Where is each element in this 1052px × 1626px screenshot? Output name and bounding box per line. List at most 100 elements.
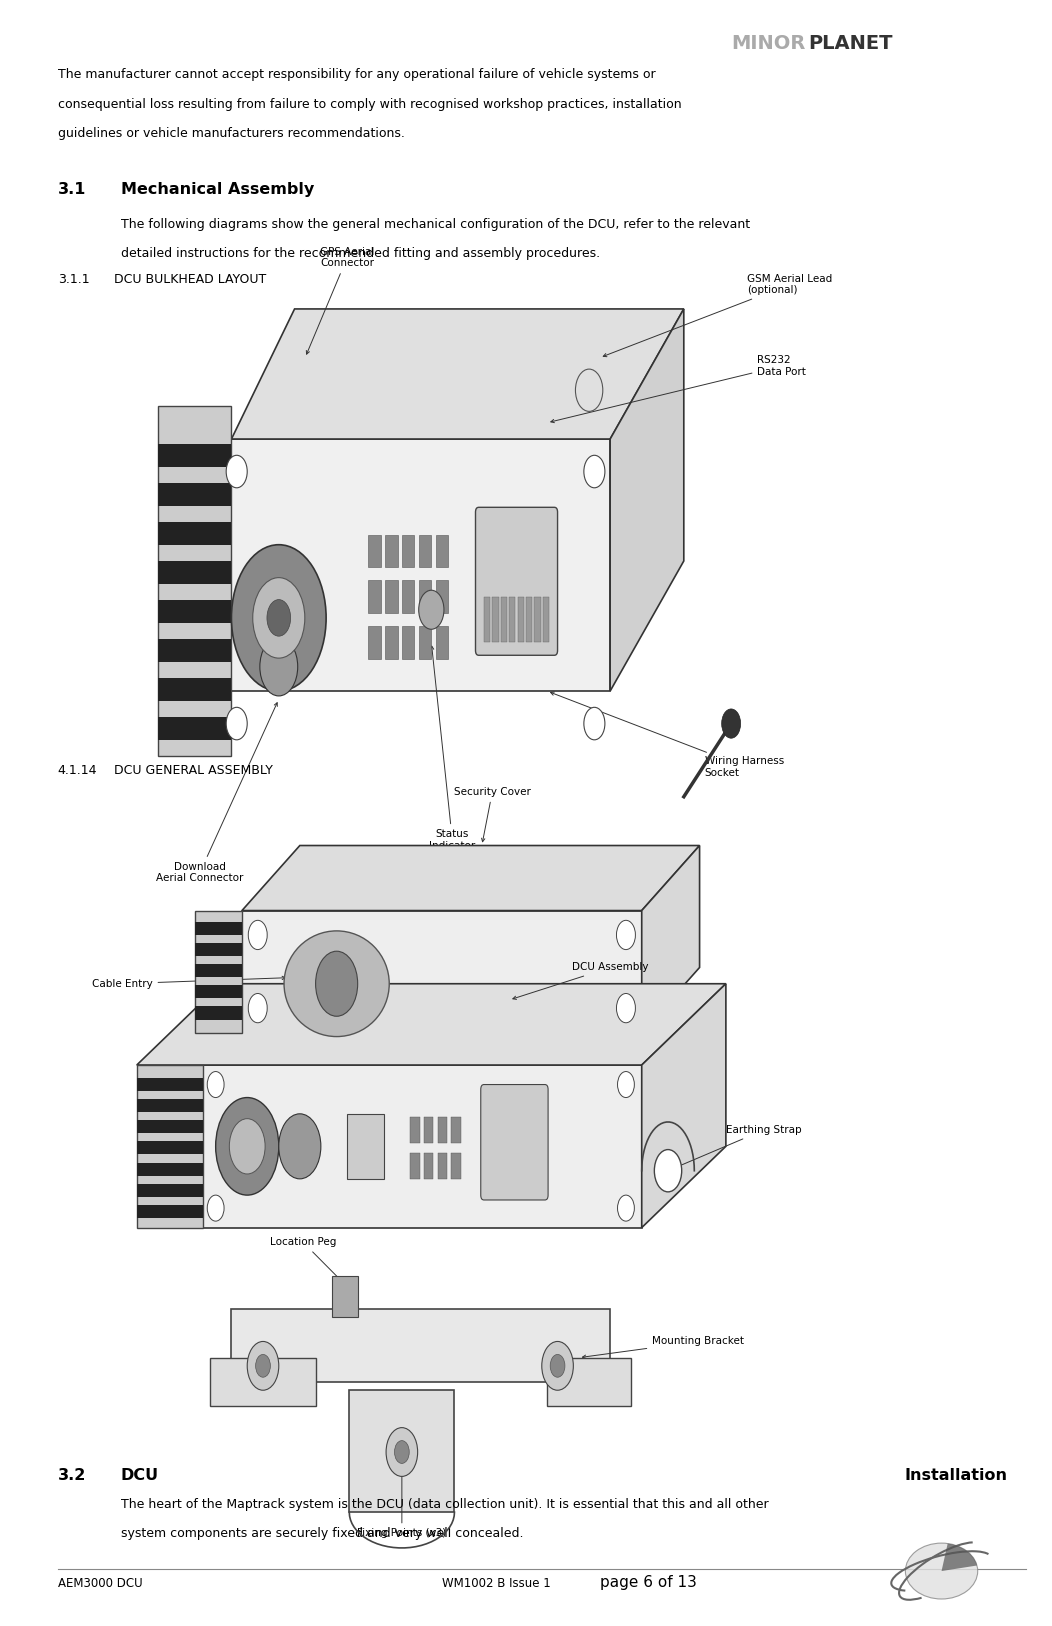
Bar: [385, 535, 398, 567]
Polygon shape: [158, 561, 231, 584]
Polygon shape: [137, 1099, 203, 1112]
Bar: [451, 1117, 461, 1143]
Polygon shape: [137, 1163, 203, 1176]
Bar: [402, 580, 414, 613]
Polygon shape: [158, 717, 231, 740]
Circle shape: [207, 1195, 224, 1221]
Bar: [410, 1117, 420, 1143]
Polygon shape: [195, 1006, 242, 1020]
Polygon shape: [349, 1390, 454, 1512]
Text: The heart of the Maptrack system is the DCU (data collection unit). It is essent: The heart of the Maptrack system is the …: [121, 1498, 769, 1511]
Ellipse shape: [284, 930, 389, 1037]
Circle shape: [316, 951, 358, 1016]
Polygon shape: [942, 1543, 977, 1571]
Bar: [438, 1153, 447, 1179]
Text: 3.1: 3.1: [58, 182, 86, 197]
Bar: [534, 597, 541, 642]
Bar: [385, 626, 398, 659]
Polygon shape: [158, 600, 231, 623]
Polygon shape: [158, 678, 231, 701]
Polygon shape: [195, 985, 242, 998]
Bar: [332, 1276, 358, 1317]
Polygon shape: [158, 522, 231, 545]
Bar: [451, 1153, 461, 1179]
Polygon shape: [231, 439, 610, 691]
Text: The following diagrams show the general mechanical configuration of the DCU, ref: The following diagrams show the general …: [121, 218, 750, 231]
Text: DCU: DCU: [121, 1468, 159, 1483]
Text: detailed instructions for the recommended fitting and assembly procedures.: detailed instructions for the recommende…: [121, 247, 600, 260]
Circle shape: [247, 1341, 279, 1390]
Bar: [419, 580, 431, 613]
Bar: [402, 626, 414, 659]
Circle shape: [279, 1114, 321, 1179]
Text: GPS Aerial
Connector: GPS Aerial Connector: [306, 247, 375, 354]
Circle shape: [550, 1354, 565, 1377]
Text: system components are securely fixed and very well concealed.: system components are securely fixed and…: [121, 1527, 524, 1540]
Circle shape: [248, 993, 267, 1023]
Circle shape: [618, 1072, 634, 1098]
Text: WM1002 B Issue 1: WM1002 B Issue 1: [442, 1577, 550, 1590]
Circle shape: [386, 1428, 418, 1476]
Polygon shape: [195, 922, 242, 935]
Text: Cable Entry: Cable Entry: [92, 976, 285, 989]
Polygon shape: [158, 444, 231, 467]
Text: Fixing Points (x3): Fixing Points (x3): [358, 1467, 446, 1538]
Text: Location Peg: Location Peg: [269, 1237, 342, 1281]
Text: AEM3000 DCU: AEM3000 DCU: [58, 1577, 142, 1590]
Text: The manufacturer cannot accept responsibility for any operational failure of veh: The manufacturer cannot accept responsib…: [58, 68, 655, 81]
Circle shape: [252, 577, 305, 659]
Text: consequential loss resulting from failure to comply with recognised workshop pra: consequential loss resulting from failur…: [58, 98, 682, 111]
Bar: [368, 626, 381, 659]
Circle shape: [248, 920, 267, 950]
Polygon shape: [137, 1065, 203, 1228]
Bar: [436, 580, 448, 613]
Polygon shape: [195, 943, 242, 956]
Polygon shape: [642, 846, 700, 1033]
Circle shape: [267, 600, 290, 636]
Circle shape: [584, 455, 605, 488]
Bar: [347, 1114, 384, 1179]
Bar: [410, 1153, 420, 1179]
Polygon shape: [242, 911, 642, 1033]
FancyBboxPatch shape: [476, 507, 558, 655]
Circle shape: [542, 1341, 573, 1390]
Circle shape: [419, 590, 444, 629]
FancyBboxPatch shape: [481, 1085, 548, 1200]
Bar: [501, 597, 507, 642]
Text: guidelines or vehicle manufacturers recommendations.: guidelines or vehicle manufacturers reco…: [58, 127, 405, 140]
Bar: [419, 535, 431, 567]
Text: Mounting Bracket: Mounting Bracket: [583, 1337, 744, 1358]
Bar: [402, 535, 414, 567]
Polygon shape: [210, 1358, 316, 1406]
Bar: [368, 580, 381, 613]
Circle shape: [394, 1441, 409, 1463]
Text: Wiring Harness
Socket: Wiring Harness Socket: [550, 693, 784, 777]
Bar: [424, 1117, 433, 1143]
Circle shape: [260, 637, 298, 696]
Text: 3.2: 3.2: [58, 1468, 86, 1483]
Circle shape: [584, 707, 605, 740]
Bar: [436, 626, 448, 659]
Polygon shape: [231, 1309, 610, 1382]
Text: 3.1.1: 3.1.1: [58, 273, 89, 286]
Text: 4.1.14: 4.1.14: [58, 764, 98, 777]
Circle shape: [207, 1072, 224, 1098]
Polygon shape: [195, 984, 203, 1033]
Circle shape: [654, 1150, 682, 1192]
Text: Status
Indicator: Status Indicator: [429, 646, 476, 850]
Bar: [543, 597, 549, 642]
Bar: [436, 535, 448, 567]
Bar: [484, 597, 490, 642]
Text: DCU Assembly: DCU Assembly: [512, 963, 649, 1000]
Circle shape: [906, 1543, 977, 1598]
Circle shape: [256, 1354, 270, 1377]
Text: Download
Aerial Connector: Download Aerial Connector: [156, 702, 278, 883]
Polygon shape: [158, 639, 231, 662]
Polygon shape: [137, 1078, 203, 1091]
Bar: [385, 580, 398, 613]
Circle shape: [216, 1098, 279, 1195]
Circle shape: [226, 707, 247, 740]
Text: Earthing Strap: Earthing Strap: [671, 1125, 802, 1169]
Polygon shape: [642, 984, 726, 1228]
Text: RS232
Data Port: RS232 Data Port: [551, 354, 806, 423]
